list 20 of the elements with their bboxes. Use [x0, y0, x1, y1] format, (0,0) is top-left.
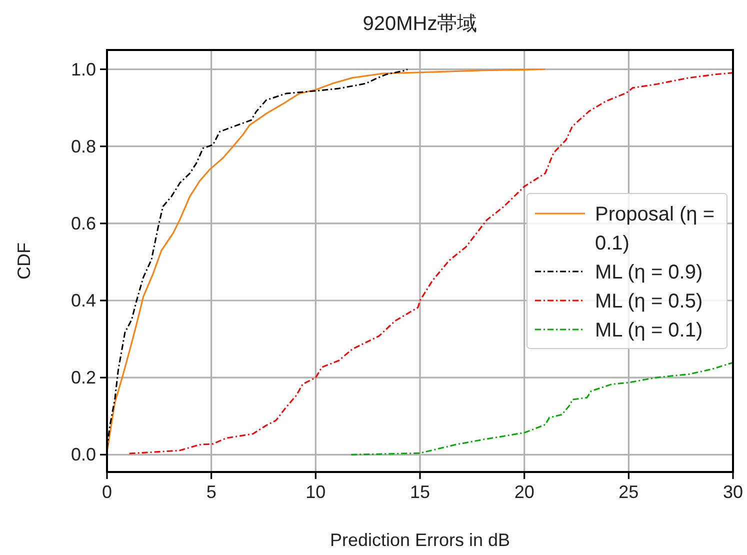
legend-label: ML (η = 0.1)	[595, 320, 703, 342]
x-tick-label: 20	[514, 482, 534, 502]
x-tick-label: 10	[306, 482, 326, 502]
x-tick-label: 25	[618, 482, 639, 502]
x-tick-label: 5	[206, 482, 216, 502]
y-tick-label: 0.8	[70, 136, 96, 156]
legend-label: ML (η = 0.9)	[595, 262, 703, 284]
x-tick-label: 15	[410, 482, 430, 502]
chart-title: 920MHz帯域	[362, 13, 478, 35]
y-tick-label: 0.6	[70, 213, 96, 234]
legend-label: ML (η = 0.5)	[595, 290, 703, 312]
y-axis-title: CDF	[14, 242, 34, 280]
y-tick-label: 0.2	[70, 368, 96, 388]
x-tick-label: 0	[102, 482, 112, 502]
y-tick-label: 1.0	[70, 59, 96, 80]
y-tick-label: 0.4	[70, 290, 96, 310]
legend-label: Proposal (η = 0.1)	[595, 204, 715, 254]
x-tick-label: 30	[722, 482, 744, 502]
y-tick-label: 0.0	[70, 444, 96, 465]
x-axis-title: Prediction Errors in dB	[330, 530, 510, 550]
